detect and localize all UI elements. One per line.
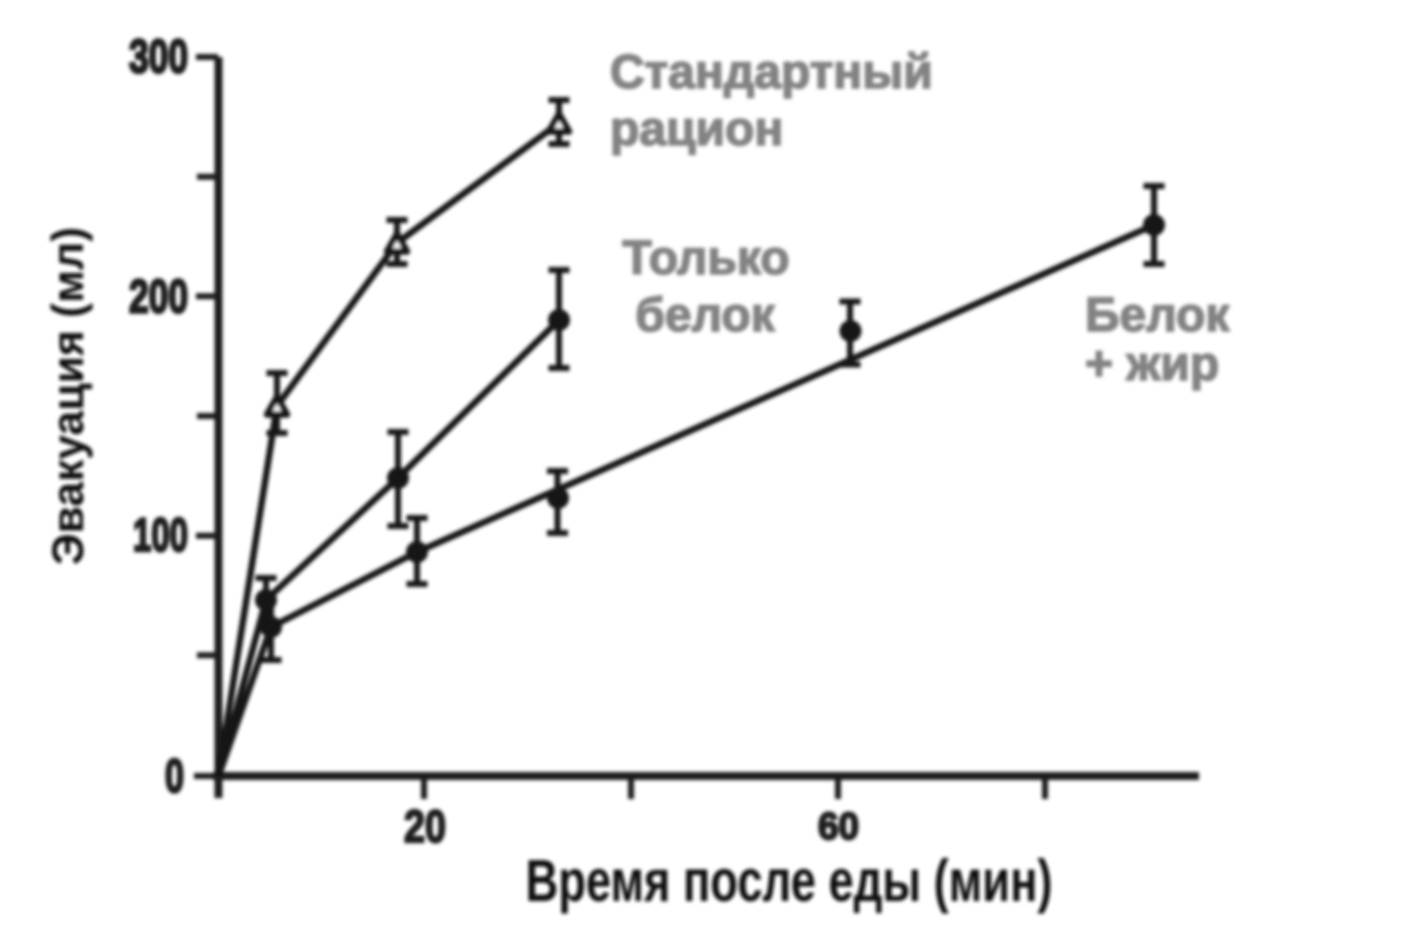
svg-text:Время после еды (мин): Время после еды (мин) — [526, 848, 1053, 914]
svg-text:Белок: Белок — [1085, 289, 1230, 342]
svg-text:Стандартный: Стандартный — [610, 46, 933, 99]
svg-text:300: 300 — [129, 30, 188, 83]
svg-text:белок: белок — [635, 289, 776, 342]
svg-text:100: 100 — [133, 508, 188, 561]
svg-text:60: 60 — [818, 806, 859, 848]
svg-text:рацион: рацион — [610, 103, 783, 156]
svg-text:200: 200 — [129, 270, 188, 323]
svg-text:+ жир: + жир — [1085, 338, 1219, 391]
svg-text:20: 20 — [404, 801, 446, 852]
svg-text:0: 0 — [165, 749, 184, 802]
svg-text:Только: Только — [622, 232, 789, 285]
svg-text:Эвакуация (мл): Эвакуация (мл) — [44, 227, 93, 565]
